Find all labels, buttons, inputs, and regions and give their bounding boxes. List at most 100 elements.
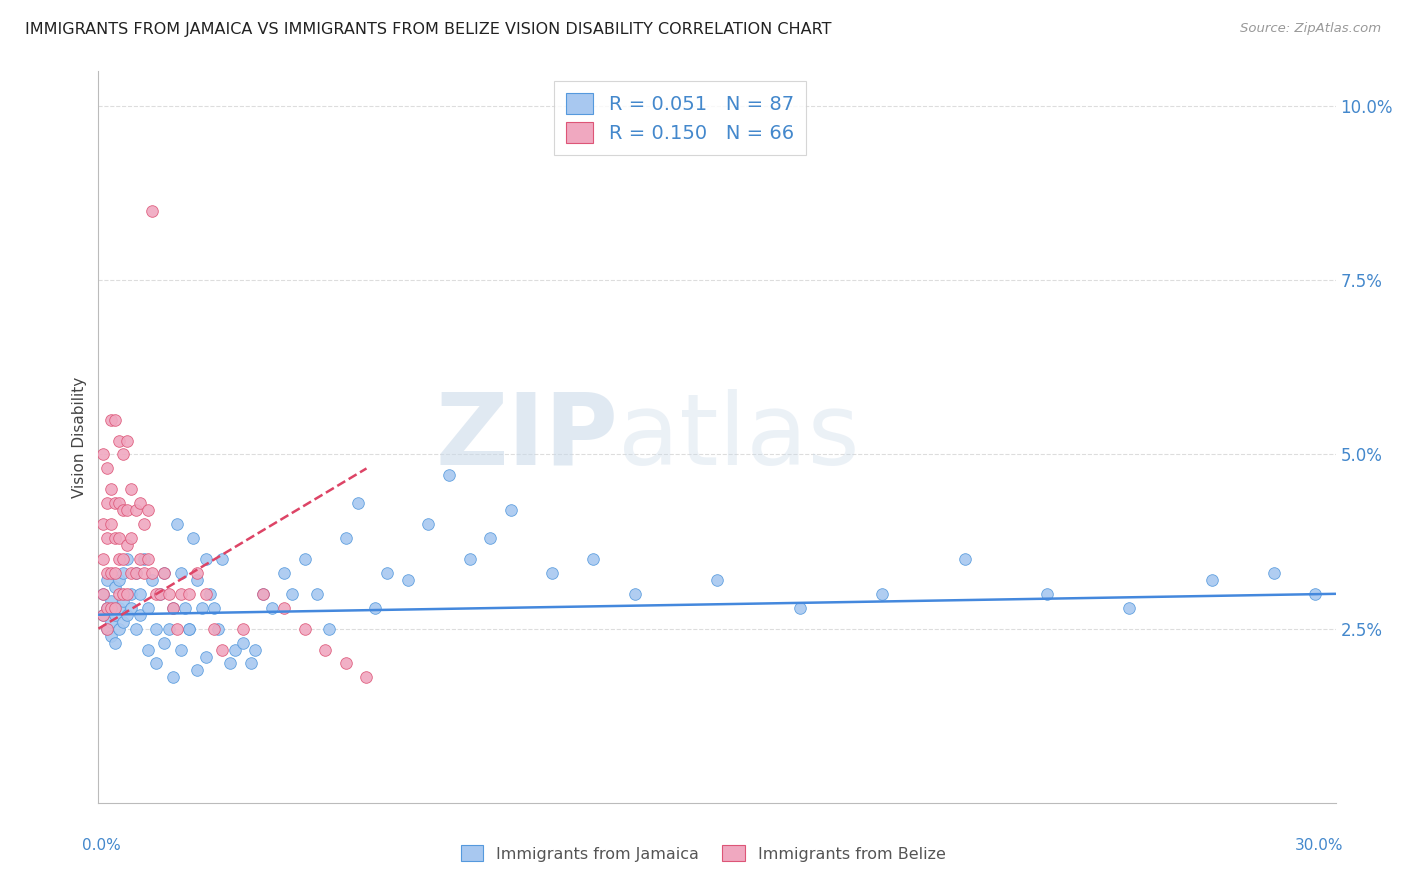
Point xyxy=(170,587,193,601)
Point xyxy=(100,615,122,629)
Point xyxy=(91,448,114,462)
Point xyxy=(499,503,522,517)
Point xyxy=(112,503,135,517)
Point xyxy=(100,483,122,497)
Point xyxy=(219,657,242,671)
Point xyxy=(141,573,163,587)
Text: atlas: atlas xyxy=(619,389,859,485)
Point xyxy=(153,635,176,649)
Point xyxy=(108,573,131,587)
Point xyxy=(141,203,163,218)
Point xyxy=(117,552,139,566)
Point xyxy=(124,566,146,580)
Point xyxy=(117,587,139,601)
Legend: Immigrants from Jamaica, Immigrants from Belize: Immigrants from Jamaica, Immigrants from… xyxy=(454,838,952,868)
Point xyxy=(100,629,122,643)
Point xyxy=(335,657,357,671)
Point xyxy=(91,607,114,622)
Point xyxy=(153,566,176,580)
Point xyxy=(232,635,254,649)
Point xyxy=(96,600,118,615)
Point xyxy=(136,552,159,566)
Point xyxy=(305,587,328,601)
Point xyxy=(145,622,167,636)
Point xyxy=(112,448,135,462)
Point xyxy=(479,531,502,545)
Point xyxy=(179,622,201,636)
Point xyxy=(294,622,316,636)
Point xyxy=(91,587,114,601)
Point xyxy=(1263,566,1285,580)
Point xyxy=(128,607,150,622)
Y-axis label: Vision Disability: Vision Disability xyxy=(72,376,87,498)
Point xyxy=(132,552,155,566)
Point xyxy=(145,587,167,601)
Point xyxy=(100,517,122,532)
Point xyxy=(117,434,139,448)
Point xyxy=(162,600,184,615)
Point xyxy=(314,642,336,657)
Point xyxy=(294,552,316,566)
Point xyxy=(375,566,398,580)
Point xyxy=(117,538,139,552)
Point xyxy=(124,503,146,517)
Point xyxy=(91,607,114,622)
Point xyxy=(104,607,127,622)
Point xyxy=(186,566,208,580)
Point xyxy=(356,670,378,684)
Point xyxy=(418,517,440,532)
Point xyxy=(141,566,163,580)
Point xyxy=(112,587,135,601)
Point xyxy=(252,587,274,601)
Point xyxy=(96,573,118,587)
Point xyxy=(96,461,118,475)
Point xyxy=(104,412,127,426)
Point xyxy=(132,566,155,580)
Point xyxy=(318,622,340,636)
Point xyxy=(260,600,283,615)
Point xyxy=(108,531,131,545)
Point xyxy=(224,642,246,657)
Text: ZIP: ZIP xyxy=(436,389,619,485)
Point xyxy=(117,607,139,622)
Point xyxy=(870,587,893,601)
Point xyxy=(198,587,221,601)
Point xyxy=(181,531,204,545)
Point xyxy=(202,622,225,636)
Point xyxy=(396,573,419,587)
Text: Source: ZipAtlas.com: Source: ZipAtlas.com xyxy=(1240,22,1381,36)
Point xyxy=(211,552,233,566)
Point xyxy=(157,622,180,636)
Point xyxy=(120,483,142,497)
Point xyxy=(128,552,150,566)
Legend: R = 0.051   N = 87, R = 0.150   N = 66: R = 0.051 N = 87, R = 0.150 N = 66 xyxy=(554,81,806,154)
Point xyxy=(100,594,122,608)
Text: 30.0%: 30.0% xyxy=(1295,838,1343,853)
Point xyxy=(112,594,135,608)
Point xyxy=(96,622,118,636)
Point xyxy=(91,517,114,532)
Point xyxy=(120,600,142,615)
Point xyxy=(112,552,135,566)
Point xyxy=(100,412,122,426)
Point xyxy=(335,531,357,545)
Point xyxy=(179,587,201,601)
Point xyxy=(149,587,172,601)
Point xyxy=(120,587,142,601)
Point xyxy=(124,566,146,580)
Point xyxy=(117,503,139,517)
Point xyxy=(136,642,159,657)
Point xyxy=(166,622,188,636)
Point xyxy=(364,600,387,615)
Point xyxy=(108,434,131,448)
Point xyxy=(108,622,131,636)
Point xyxy=(124,622,146,636)
Point xyxy=(174,600,197,615)
Point xyxy=(190,600,212,615)
Point xyxy=(104,600,127,615)
Text: IMMIGRANTS FROM JAMAICA VS IMMIGRANTS FROM BELIZE VISION DISABILITY CORRELATION : IMMIGRANTS FROM JAMAICA VS IMMIGRANTS FR… xyxy=(25,22,832,37)
Point xyxy=(149,587,172,601)
Point xyxy=(194,587,217,601)
Point xyxy=(96,496,118,510)
Point xyxy=(170,566,193,580)
